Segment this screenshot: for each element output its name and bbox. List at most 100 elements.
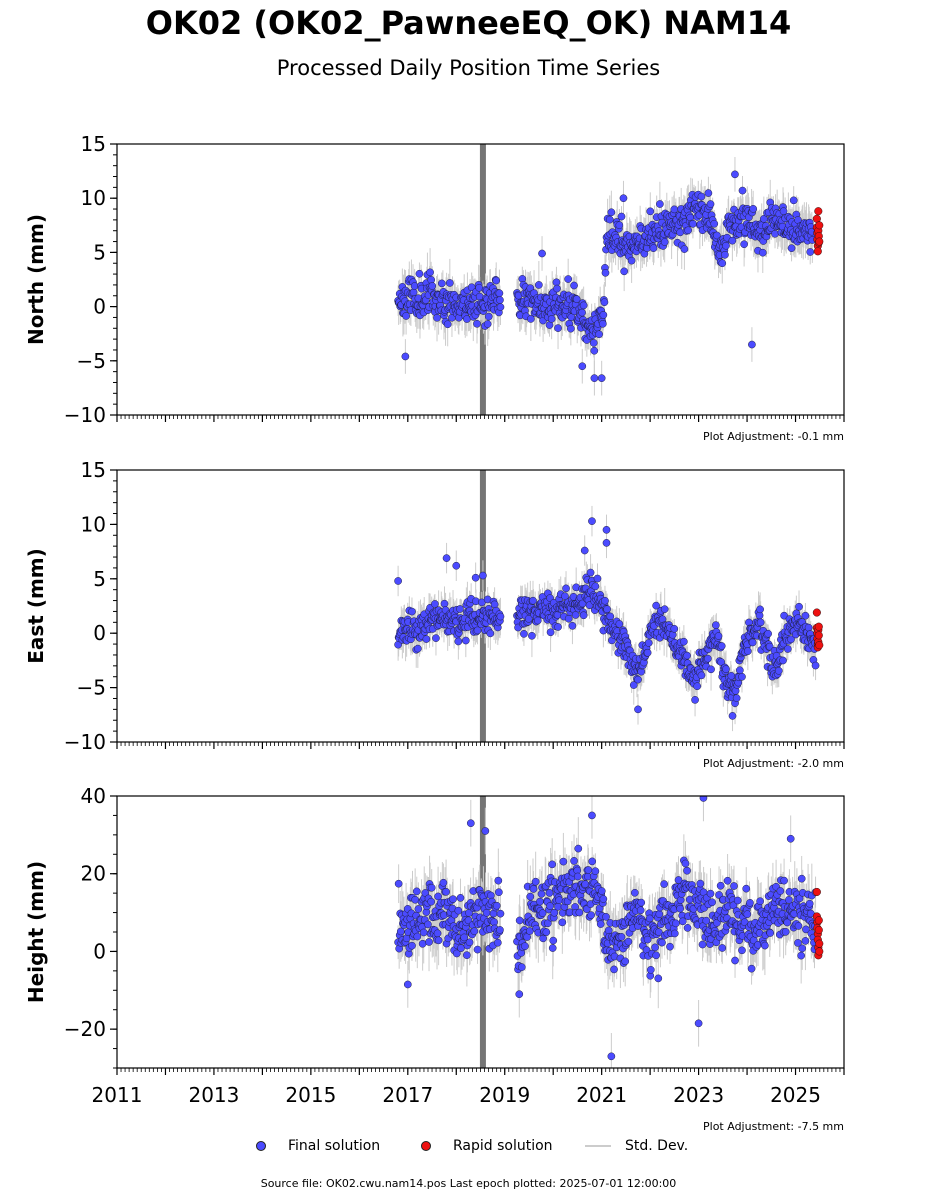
data-point [746, 898, 754, 907]
data-point [764, 629, 772, 638]
data-point [795, 602, 803, 611]
data-point-outlier [748, 340, 756, 349]
data-point [693, 682, 702, 691]
data-point [779, 656, 787, 665]
data-point [660, 880, 668, 888]
data-point [457, 944, 465, 952]
data-point [463, 951, 471, 959]
data-point [437, 279, 446, 288]
data-point [494, 876, 503, 885]
data-point [571, 611, 580, 619]
data-point [526, 892, 535, 901]
data-point [542, 928, 551, 937]
data-point [562, 584, 570, 593]
data-point [697, 671, 706, 680]
data-point [710, 219, 719, 228]
data-point [496, 909, 505, 918]
data-point [439, 878, 448, 887]
data-point [558, 918, 567, 927]
data-point [568, 621, 577, 630]
data-point [553, 284, 561, 293]
data-point [396, 927, 405, 936]
data-point [587, 911, 595, 919]
data-point-outlier [479, 571, 487, 580]
data-point [774, 666, 783, 675]
data-point [756, 605, 764, 614]
data-point [615, 620, 624, 628]
data-point [538, 909, 547, 917]
data-point [496, 612, 505, 621]
final-solution-points [394, 517, 820, 720]
data-point [456, 605, 464, 613]
data-point [742, 884, 751, 893]
data-point [683, 924, 692, 932]
data-point [600, 298, 609, 307]
data-point [529, 596, 537, 605]
data-point [683, 866, 691, 875]
y-axis-label: North (mm) [24, 214, 48, 345]
data-point [660, 605, 669, 614]
y-tick-label: 5 [93, 240, 106, 264]
data-point [564, 614, 573, 623]
data-point [452, 949, 461, 958]
data-point [419, 928, 428, 937]
data-point [412, 887, 421, 896]
data-point [787, 635, 795, 644]
data-point [528, 631, 536, 640]
data-point [461, 636, 470, 645]
rapid-point [814, 622, 823, 631]
data-point [731, 956, 739, 965]
data-point [427, 883, 436, 892]
event-line [479, 144, 486, 415]
data-point [595, 330, 603, 339]
data-point [554, 623, 562, 631]
data-point [443, 320, 452, 329]
data-point-outlier [580, 546, 589, 555]
data-point [515, 916, 524, 925]
rapid-solution-points [812, 608, 824, 652]
data-point [575, 908, 584, 917]
data-point [617, 212, 626, 221]
data-point [570, 281, 578, 290]
data-point [654, 928, 663, 937]
data-point [555, 896, 563, 905]
data-point [607, 208, 616, 217]
data-point [676, 228, 684, 237]
y-tick-label: 5 [93, 567, 106, 591]
data-point [427, 897, 436, 906]
data-point [601, 268, 610, 277]
data-point [546, 902, 554, 910]
data-point [704, 189, 713, 197]
data-point [572, 295, 581, 303]
data-point [651, 943, 659, 952]
data-point [531, 877, 540, 886]
data-point [801, 611, 810, 620]
data-point [535, 281, 543, 289]
data-point [749, 205, 758, 213]
data-point-outlier [442, 554, 451, 562]
data-point [780, 611, 788, 620]
data-point [627, 256, 636, 265]
y-axis-label: East (mm) [24, 548, 48, 664]
data-point [486, 629, 495, 638]
data-point [432, 634, 440, 642]
data-point [536, 897, 544, 906]
data-point [422, 635, 431, 643]
data-point [702, 916, 711, 925]
data-point-outlier [401, 352, 410, 361]
data-point [678, 917, 687, 926]
data-point [655, 910, 664, 919]
data-point [493, 938, 502, 947]
data-point [670, 205, 679, 214]
data-point [581, 880, 590, 888]
data-point [473, 945, 482, 954]
data-point [579, 301, 588, 310]
data-point [428, 282, 437, 290]
data-point [554, 324, 562, 332]
data-point [646, 966, 655, 974]
data-point [550, 908, 559, 917]
data-point [588, 857, 597, 866]
data-point [545, 889, 554, 897]
rapid-point [812, 608, 821, 617]
y-tick-label: 15 [81, 458, 106, 482]
